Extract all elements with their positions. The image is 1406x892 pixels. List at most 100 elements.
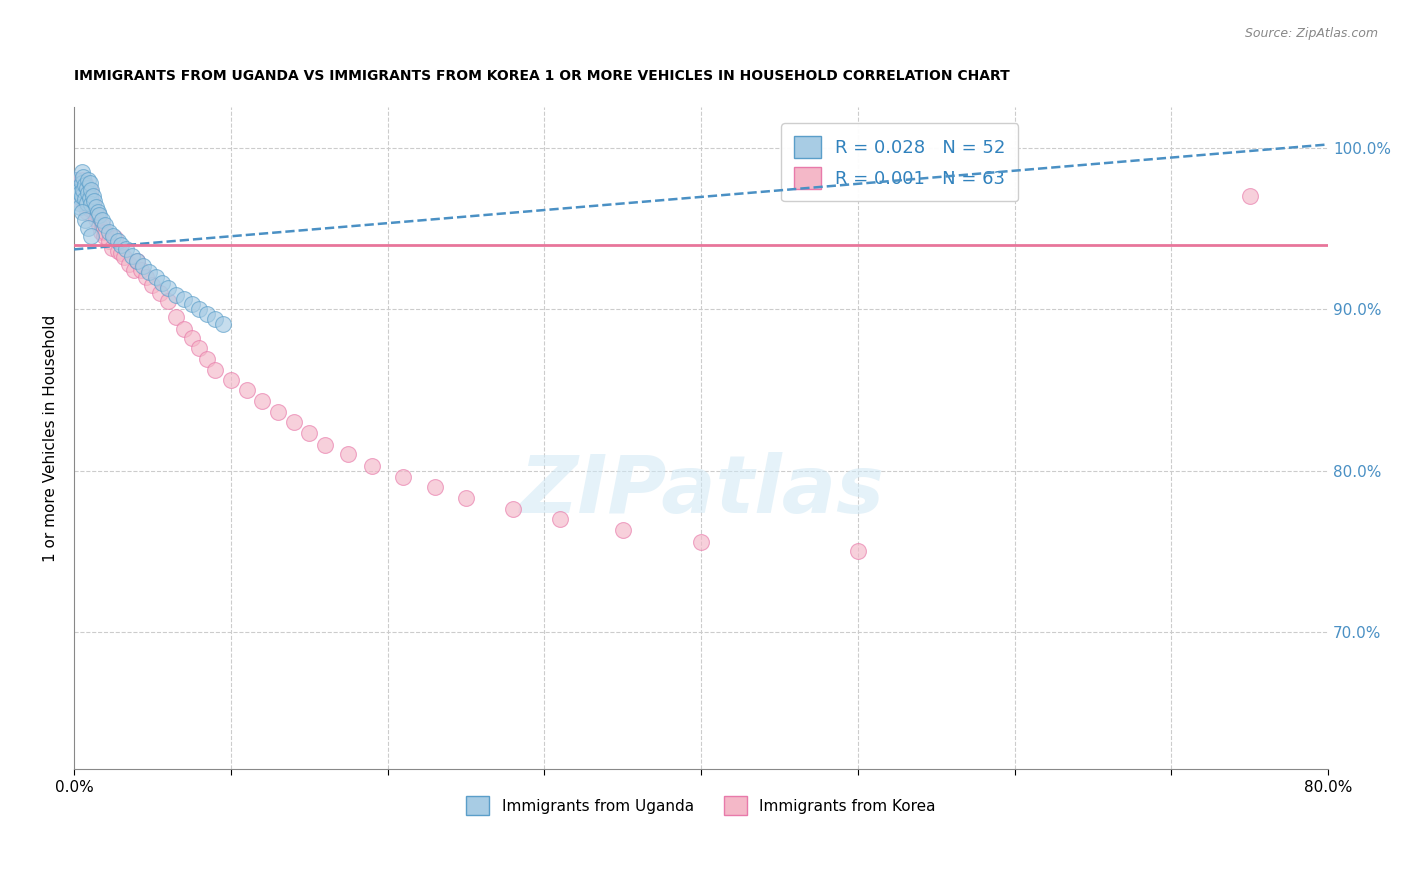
Point — [86, 209, 108, 223]
Point — [77, 192, 100, 206]
Text: ZIPatlas: ZIPatlas — [519, 452, 883, 530]
Point — [70, 176, 93, 190]
Point — [72, 169, 94, 184]
Point — [314, 438, 336, 452]
Point — [157, 294, 180, 309]
Point — [89, 218, 111, 232]
Point — [502, 502, 524, 516]
Point — [80, 197, 103, 211]
Point — [219, 373, 242, 387]
Point — [423, 480, 446, 494]
Point — [70, 205, 93, 219]
Point — [66, 181, 89, 195]
Point — [125, 253, 148, 268]
Point — [66, 189, 89, 203]
Point — [75, 176, 97, 190]
Point — [195, 352, 218, 367]
Text: Source: ZipAtlas.com: Source: ZipAtlas.com — [1244, 27, 1378, 40]
Point — [125, 253, 148, 268]
Point — [83, 194, 105, 208]
Point — [94, 225, 117, 239]
Point — [204, 311, 226, 326]
Point — [75, 197, 97, 211]
Point — [188, 341, 211, 355]
Point — [392, 470, 415, 484]
Point — [77, 173, 100, 187]
Point — [79, 191, 101, 205]
Point — [70, 173, 93, 187]
Point — [118, 257, 141, 271]
Point — [250, 394, 273, 409]
Point — [75, 178, 97, 192]
Point — [121, 249, 143, 263]
Point — [141, 277, 163, 292]
Point — [93, 229, 115, 244]
Point — [107, 235, 129, 249]
Point — [548, 512, 571, 526]
Point — [122, 263, 145, 277]
Point — [69, 201, 91, 215]
Point — [188, 302, 211, 317]
Point — [173, 321, 195, 335]
Point — [76, 181, 98, 195]
Point — [91, 213, 114, 227]
Point — [72, 183, 94, 197]
Point — [157, 281, 180, 295]
Point — [79, 202, 101, 216]
Text: IMMIGRANTS FROM UGANDA VS IMMIGRANTS FROM KOREA 1 OR MORE VEHICLES IN HOUSEHOLD : IMMIGRANTS FROM UGANDA VS IMMIGRANTS FRO… — [75, 69, 1010, 83]
Point — [100, 241, 122, 255]
Point — [76, 186, 98, 200]
Point — [66, 181, 89, 195]
Point — [94, 218, 117, 232]
Point — [114, 243, 136, 257]
Point — [110, 237, 132, 252]
Point — [112, 251, 135, 265]
Point — [180, 331, 202, 345]
Point — [67, 195, 90, 210]
Point — [337, 447, 360, 461]
Point — [846, 544, 869, 558]
Point — [195, 307, 218, 321]
Point — [69, 186, 91, 200]
Point — [70, 165, 93, 179]
Point — [75, 213, 97, 227]
Point — [138, 265, 160, 279]
Point — [103, 229, 125, 244]
Point — [80, 229, 103, 244]
Point — [72, 183, 94, 197]
Point — [70, 192, 93, 206]
Point — [84, 201, 107, 215]
Point — [1239, 189, 1261, 203]
Point — [107, 244, 129, 258]
Point — [235, 383, 257, 397]
Point — [173, 293, 195, 307]
Point — [67, 176, 90, 190]
Point — [131, 263, 153, 277]
Legend: Immigrants from Uganda, Immigrants from Korea: Immigrants from Uganda, Immigrants from … — [460, 790, 942, 822]
Point — [67, 192, 90, 206]
Point — [79, 176, 101, 190]
Point — [361, 458, 384, 473]
Point — [104, 231, 127, 245]
Point — [75, 192, 97, 206]
Point — [77, 186, 100, 200]
Point — [91, 218, 114, 232]
Point — [83, 205, 105, 219]
Point — [97, 235, 120, 249]
Y-axis label: 1 or more Vehicles in Household: 1 or more Vehicles in Household — [44, 315, 58, 562]
Point — [145, 269, 167, 284]
Point — [150, 277, 173, 291]
Point — [97, 225, 120, 239]
Point — [165, 310, 187, 325]
Point — [77, 221, 100, 235]
Point — [612, 524, 634, 538]
Point — [298, 426, 321, 441]
Point — [82, 197, 104, 211]
Point — [80, 183, 103, 197]
Point — [204, 363, 226, 377]
Point — [267, 405, 290, 419]
Point — [454, 491, 477, 505]
Point — [132, 259, 155, 273]
Point — [82, 189, 104, 203]
Point — [67, 184, 90, 198]
